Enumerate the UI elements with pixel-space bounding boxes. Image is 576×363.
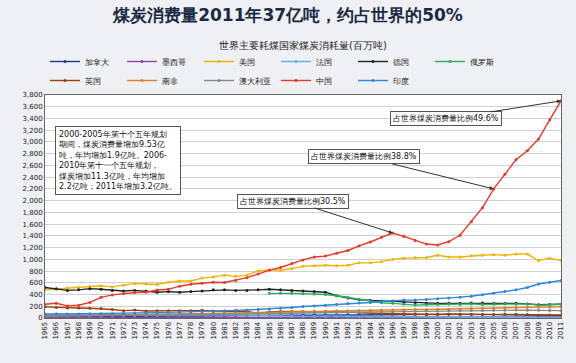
svg-text:1971: 1971 bbox=[109, 322, 117, 340]
svg-text:2002: 2002 bbox=[456, 322, 464, 340]
svg-text:南非: 南非 bbox=[162, 77, 178, 86]
svg-text:1975: 1975 bbox=[153, 322, 161, 340]
svg-text:3,400: 3,400 bbox=[23, 115, 43, 123]
svg-text:1984: 1984 bbox=[254, 321, 262, 339]
svg-text:1986: 1986 bbox=[277, 321, 285, 339]
svg-text:1994: 1994 bbox=[367, 321, 375, 339]
svg-text:200: 200 bbox=[29, 303, 42, 311]
svg-text:1966: 1966 bbox=[52, 321, 60, 339]
svg-text:2000: 2000 bbox=[434, 322, 442, 340]
svg-text:800: 800 bbox=[29, 268, 42, 276]
svg-text:1998: 1998 bbox=[411, 322, 419, 340]
svg-text:1989: 1989 bbox=[310, 322, 318, 340]
svg-text:2009: 2009 bbox=[535, 322, 543, 340]
svg-text:2011: 2011 bbox=[557, 322, 565, 340]
svg-text:1987: 1987 bbox=[288, 322, 296, 340]
svg-text:2003: 2003 bbox=[468, 322, 476, 340]
svg-text:2,200: 2,200 bbox=[23, 185, 43, 193]
svg-text:0: 0 bbox=[38, 314, 42, 322]
svg-text:1974: 1974 bbox=[142, 321, 150, 339]
svg-text:1982: 1982 bbox=[232, 322, 240, 340]
svg-text:1970: 1970 bbox=[97, 322, 105, 340]
svg-text:1996: 1996 bbox=[389, 321, 397, 339]
svg-text:1968: 1968 bbox=[75, 322, 83, 340]
svg-text:1,600: 1,600 bbox=[23, 221, 43, 229]
svg-text:1965: 1965 bbox=[41, 322, 49, 340]
svg-text:中国: 中国 bbox=[316, 77, 332, 86]
svg-text:2005: 2005 bbox=[490, 322, 498, 340]
svg-text:1985: 1985 bbox=[266, 322, 274, 340]
svg-text:占世界煤炭消费量比例49.6%: 占世界煤炭消费量比例49.6% bbox=[393, 114, 499, 123]
svg-text:600: 600 bbox=[29, 279, 42, 287]
svg-text:世界主要耗煤国家煤炭消耗量(百万吨): 世界主要耗煤国家煤炭消耗量(百万吨) bbox=[219, 40, 387, 51]
svg-text:澳大利亚: 澳大利亚 bbox=[239, 77, 271, 86]
svg-text:3,800: 3,800 bbox=[23, 91, 43, 99]
svg-text:1967: 1967 bbox=[64, 322, 72, 340]
svg-text:德国: 德国 bbox=[393, 58, 409, 67]
svg-text:煤炭消费量2011年37亿吨，约占世界的50%: 煤炭消费量2011年37亿吨，约占世界的50% bbox=[112, 5, 463, 25]
svg-text:2,600: 2,600 bbox=[23, 162, 43, 170]
svg-text:俄罗斯: 俄罗斯 bbox=[470, 58, 494, 67]
svg-text:2006: 2006 bbox=[501, 321, 509, 339]
svg-text:1992: 1992 bbox=[344, 322, 352, 340]
svg-text:2004: 2004 bbox=[479, 321, 487, 339]
svg-text:墨西哥: 墨西哥 bbox=[162, 58, 186, 67]
svg-text:2,800: 2,800 bbox=[23, 150, 43, 158]
svg-text:2,400: 2,400 bbox=[23, 174, 43, 182]
svg-text:2008: 2008 bbox=[524, 322, 532, 340]
svg-text:3,600: 3,600 bbox=[23, 103, 43, 111]
svg-text:占世界煤炭消费量比例30.5%: 占世界煤炭消费量比例30.5% bbox=[240, 197, 346, 206]
svg-text:1,000: 1,000 bbox=[23, 256, 43, 264]
svg-text:2,000: 2,000 bbox=[23, 197, 43, 205]
svg-text:2010: 2010 bbox=[546, 322, 554, 340]
svg-text:1980: 1980 bbox=[210, 322, 218, 340]
svg-text:1995: 1995 bbox=[378, 322, 386, 340]
svg-text:印度: 印度 bbox=[393, 77, 409, 86]
svg-text:加拿大: 加拿大 bbox=[85, 58, 109, 67]
svg-text:1972: 1972 bbox=[120, 322, 128, 340]
svg-text:1983: 1983 bbox=[243, 322, 251, 340]
svg-text:1,800: 1,800 bbox=[23, 209, 43, 217]
svg-text:1973: 1973 bbox=[131, 322, 139, 340]
svg-text:占世界煤炭消费量比例38.8%: 占世界煤炭消费量比例38.8% bbox=[311, 152, 417, 161]
svg-text:2001: 2001 bbox=[445, 322, 453, 340]
svg-text:1977: 1977 bbox=[176, 322, 184, 340]
svg-text:2000-2005年第十个五年规划期间，煤炭消费量增加9.5: 2000-2005年第十个五年规划期间，煤炭消费量增加9.53亿吨，年均增加1.… bbox=[59, 130, 177, 191]
svg-text:2007: 2007 bbox=[512, 322, 520, 340]
svg-text:1993: 1993 bbox=[355, 322, 363, 340]
svg-text:3,000: 3,000 bbox=[23, 138, 43, 146]
svg-text:1988: 1988 bbox=[299, 322, 307, 340]
svg-text:1969: 1969 bbox=[86, 322, 94, 340]
svg-text:1991: 1991 bbox=[333, 322, 341, 340]
svg-text:1,200: 1,200 bbox=[23, 244, 43, 252]
svg-text:1978: 1978 bbox=[187, 322, 195, 340]
svg-text:1,400: 1,400 bbox=[23, 232, 43, 240]
svg-text:400: 400 bbox=[29, 291, 42, 299]
svg-text:3,200: 3,200 bbox=[23, 127, 43, 135]
svg-text:法国: 法国 bbox=[316, 58, 332, 67]
svg-text:英国: 英国 bbox=[85, 77, 101, 86]
svg-text:1999: 1999 bbox=[423, 322, 431, 340]
svg-text:1997: 1997 bbox=[400, 322, 408, 340]
svg-text:美国: 美国 bbox=[239, 58, 255, 67]
svg-text:1979: 1979 bbox=[198, 322, 206, 340]
svg-text:1981: 1981 bbox=[221, 322, 229, 340]
svg-text:1990: 1990 bbox=[322, 322, 330, 340]
svg-text:1976: 1976 bbox=[165, 321, 173, 339]
